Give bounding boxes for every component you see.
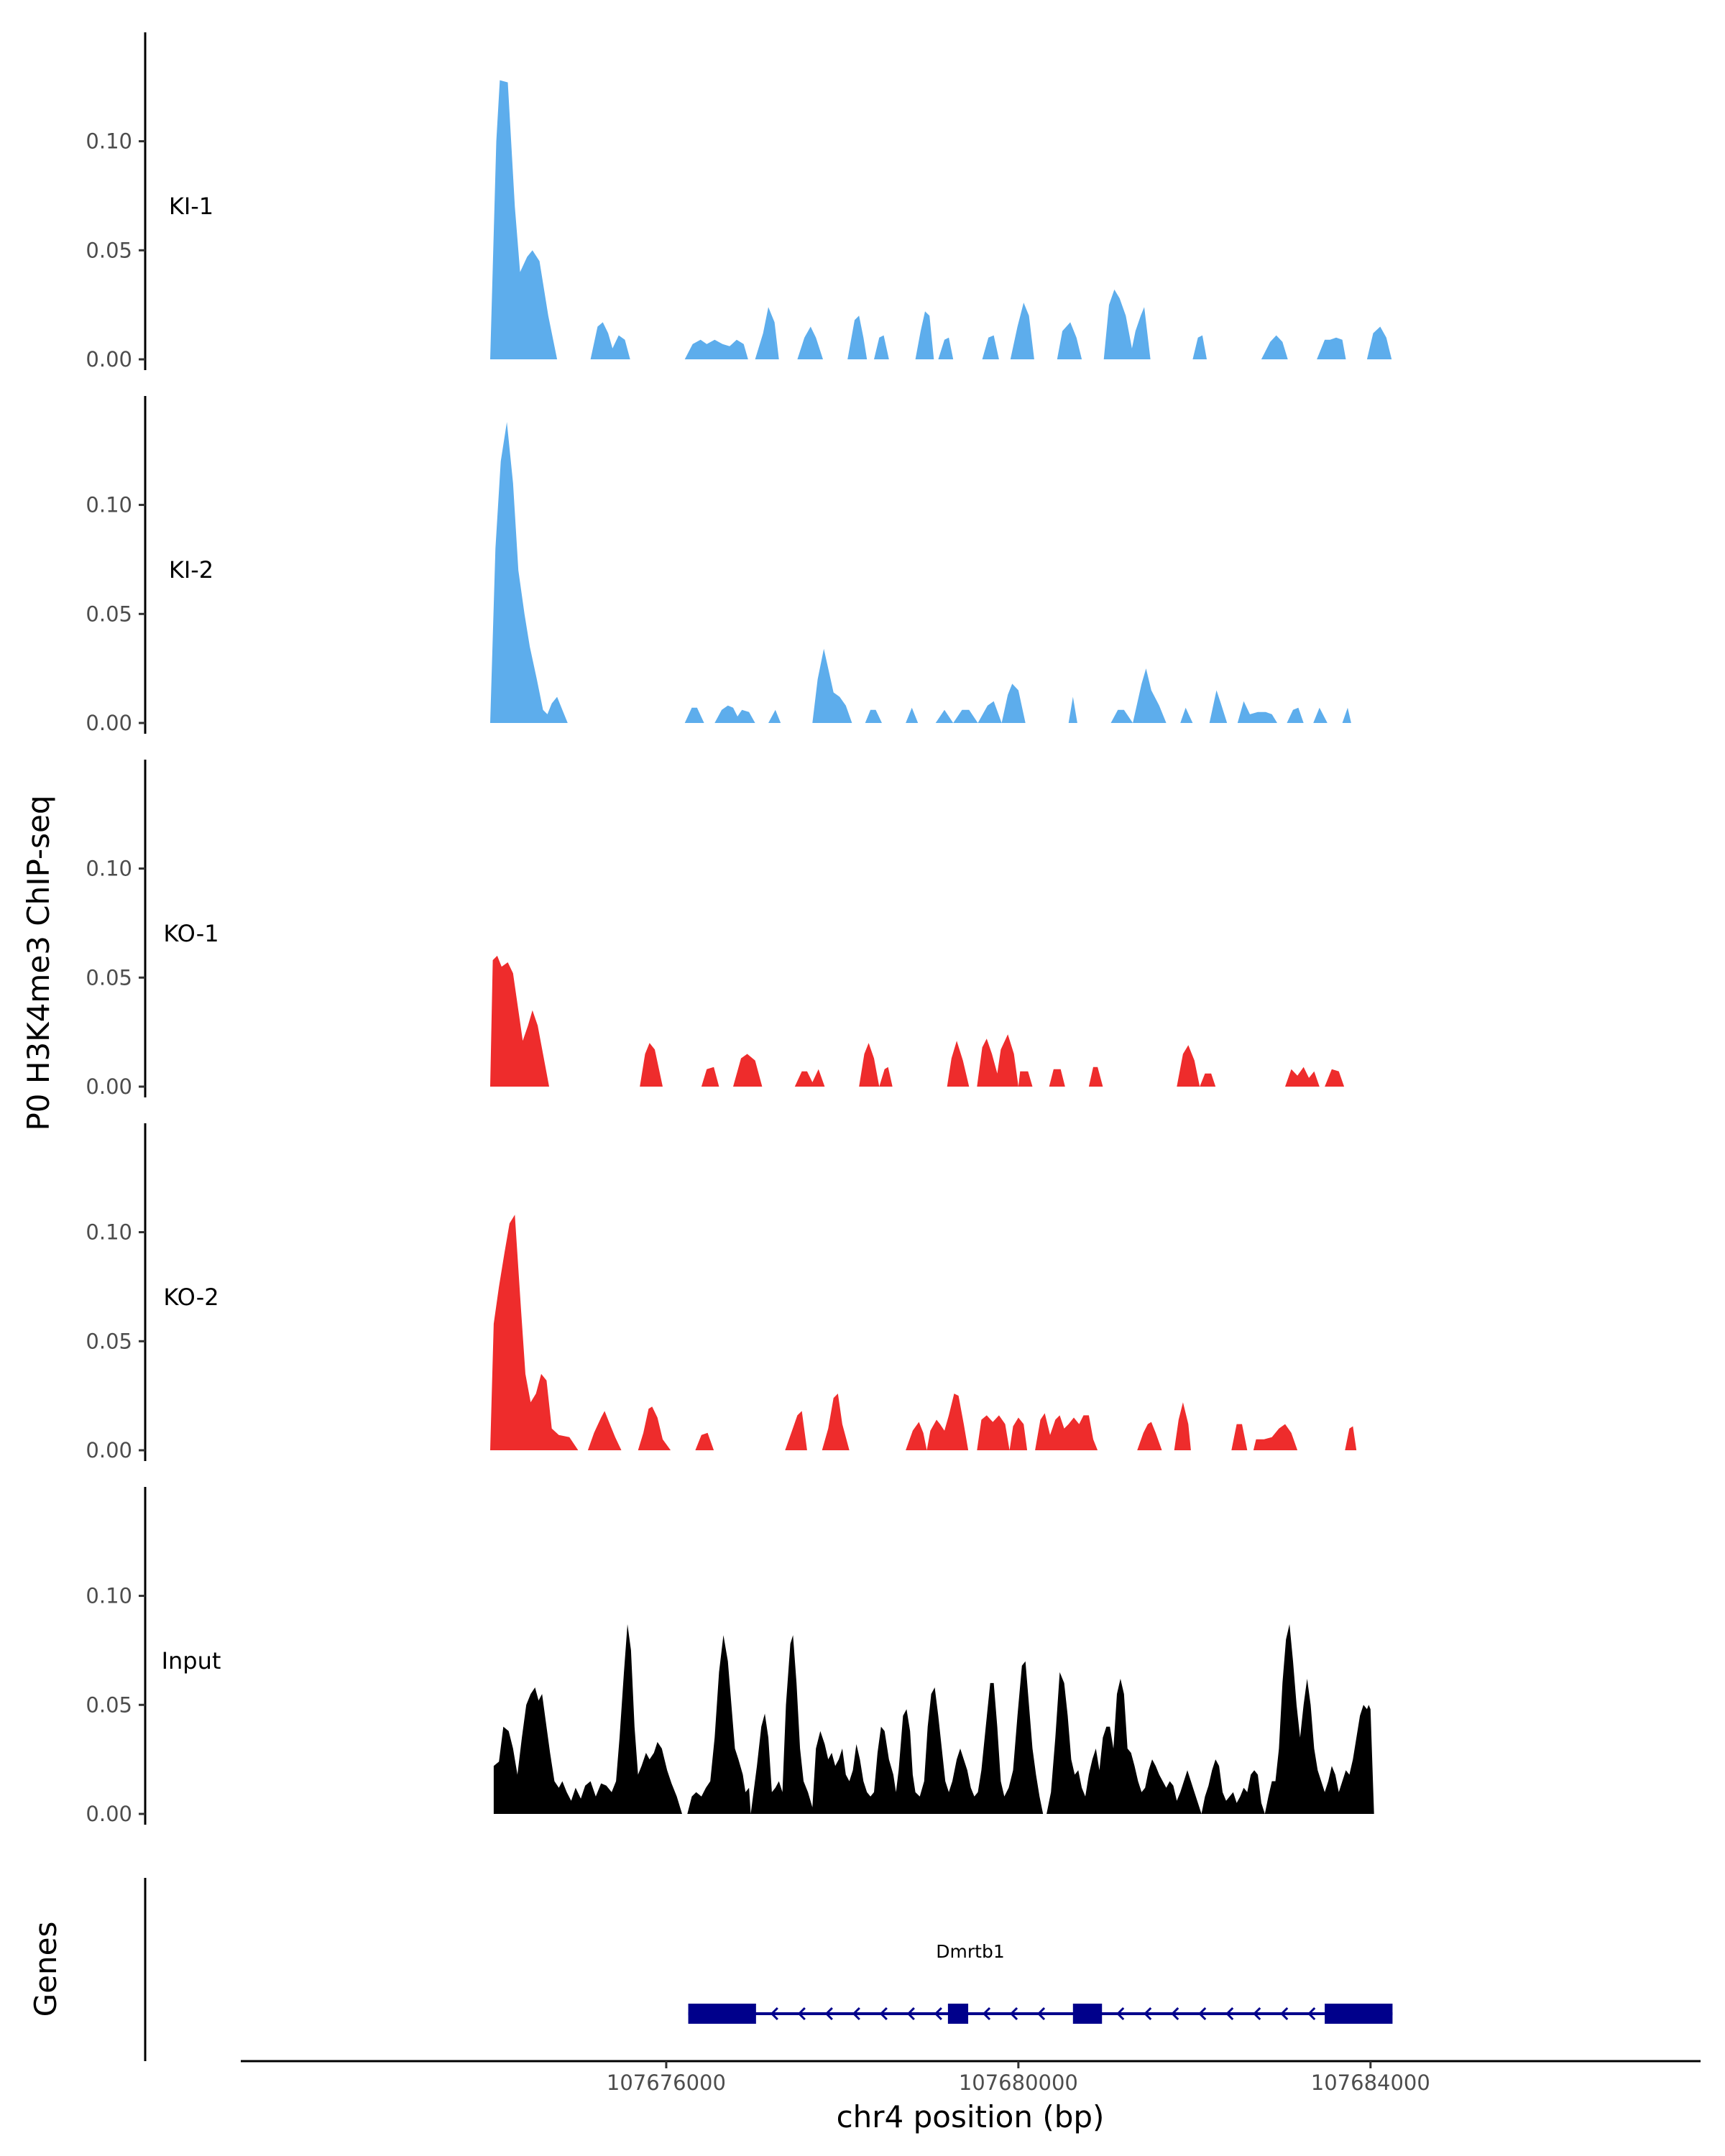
y-tick-label: 0.00 (86, 1074, 132, 1099)
strand-arrow (1116, 2007, 1125, 2021)
track-label-input: Input (162, 1647, 221, 1674)
track-input: 0.00 0.05 0.10 Input (86, 1487, 1374, 1826)
x-axis-ticks: 107676000 107680000 107684000 (607, 2061, 1430, 2095)
coverage-area-ko-2 (490, 1215, 1357, 1450)
strand-arrow (1171, 2007, 1179, 2021)
strand-arrow (1253, 2007, 1261, 2021)
y-tick-label: 0.05 (86, 238, 132, 262)
strand-arrow (1009, 2007, 1018, 2021)
strand-arrow (982, 2007, 991, 2021)
strand-arrow (1036, 2007, 1046, 2021)
y-axis-title: P0 H3K4me3 ChIP-seq (21, 795, 56, 1130)
gene-label-dmrtb1: Dmrtb1 (936, 1941, 1004, 1962)
track-ki-2: 0.00 0.05 0.10 KI-2 (86, 396, 1351, 735)
y-tick-label: 0.10 (86, 1584, 132, 1608)
strand-arrow (906, 2007, 915, 2021)
gene-model-dmrtb1 (688, 2004, 1393, 2024)
gene-exon (947, 2004, 969, 2024)
strand-arrow (1144, 2007, 1152, 2021)
coverage-tracks: 0.00 0.05 0.10 KI-1 0.00 0.05 0.10 KI-2 0.00 0.05… (86, 32, 1392, 1826)
strand-arrow (879, 2007, 888, 2021)
y-tick-label: 0.00 (86, 1802, 132, 1826)
strand-arrow (797, 2007, 806, 2021)
x-axis: 107676000 107680000 107684000 chr4 positio… (241, 2060, 1701, 2134)
track-ko-2: 0.00 0.05 0.10 KO-2 (86, 1123, 1357, 1462)
x-tick-label: 107680000 (959, 2070, 1078, 2095)
y-tick-label: 0.05 (86, 602, 132, 626)
y-tick-label: 0.10 (86, 129, 132, 154)
y-tick-label: 0.10 (86, 493, 132, 517)
coverage-area-ko-1 (490, 955, 1345, 1087)
x-axis-title: chr4 position (bp) (837, 2099, 1105, 2134)
track-ko-1: 0.00 0.05 0.10 KO-1 (86, 760, 1345, 1099)
strand-arrow (934, 2007, 942, 2021)
track-label-ki-1: KI-1 (169, 193, 213, 220)
strand-arrow (1307, 2007, 1316, 2021)
y-tick-label: 0.00 (86, 1438, 132, 1462)
y-tick-label: 0.05 (86, 965, 132, 990)
y-tick-label: 0.05 (86, 1692, 132, 1717)
coverage-area-ki-2 (490, 422, 1351, 723)
x-tick-label: 107676000 (607, 2070, 726, 2095)
strand-arrow (1198, 2007, 1207, 2021)
track-label-ko-1: KO-1 (163, 920, 218, 947)
coverage-area-ki-1 (490, 80, 1392, 359)
strand-arrow (824, 2007, 833, 2021)
y-tick-label: 0.00 (86, 711, 132, 735)
y-tick-label: 0.10 (86, 1220, 132, 1245)
y-tick-label: 0.10 (86, 857, 132, 881)
strand-arrow (852, 2007, 860, 2021)
gene-exon (688, 2004, 756, 2024)
x-tick-label: 107684000 (1311, 2070, 1430, 2095)
track-label-ko-2: KO-2 (163, 1284, 218, 1311)
strand-arrow (1280, 2007, 1289, 2021)
y-tick-label: 0.05 (86, 1329, 132, 1353)
coverage-area-input (493, 1624, 1374, 1814)
gene-exon (1325, 2004, 1393, 2024)
strand-arrow (1225, 2007, 1234, 2021)
genes-track-label: Genes (28, 1922, 63, 2017)
track-label-ki-2: KI-2 (169, 556, 213, 584)
gene-exon (1072, 2004, 1103, 2024)
y-tick-label: 0.00 (86, 347, 132, 372)
track-ki-1: 0.00 0.05 0.10 KI-1 (86, 32, 1392, 372)
strand-arrow (770, 2007, 778, 2021)
genes-panel: Genes Dmrtb1 (28, 1878, 1393, 2061)
